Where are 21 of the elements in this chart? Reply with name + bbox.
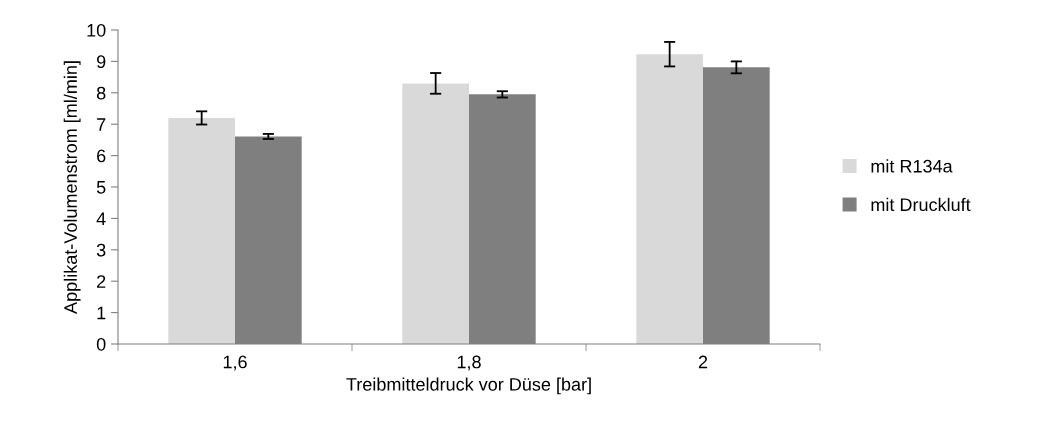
legend-label: mit R134a xyxy=(871,159,953,173)
bar xyxy=(168,117,235,344)
y-tick-label: 10 xyxy=(87,23,106,37)
y-tick-label: 0 xyxy=(96,337,106,351)
y-tick-label: 5 xyxy=(96,181,106,194)
y-tick-label: 2 xyxy=(97,275,106,288)
y-tick-label: 8 xyxy=(96,86,106,100)
x-tick-label: 2 xyxy=(698,355,708,369)
bar xyxy=(636,54,703,344)
y-tick-label: 4 xyxy=(96,212,106,225)
x-tick-label: 1,6 xyxy=(223,355,247,371)
x-tick-label: 1,8 xyxy=(457,355,481,371)
x-axis-title: Treibmitteldruck vor Düse [bar] xyxy=(346,377,591,395)
y-tick-label: 7 xyxy=(97,118,106,131)
y-axis-title: Applikat-Volumenstrom [ml/min] xyxy=(63,61,81,314)
bar xyxy=(402,83,469,344)
y-tick-label: 3 xyxy=(96,243,106,257)
y-tick-label: 1 xyxy=(97,306,106,320)
y-tick-label: 6 xyxy=(97,149,106,163)
y-tick-label: 9 xyxy=(97,55,106,69)
legend-label: mit Druckluft xyxy=(871,197,971,212)
